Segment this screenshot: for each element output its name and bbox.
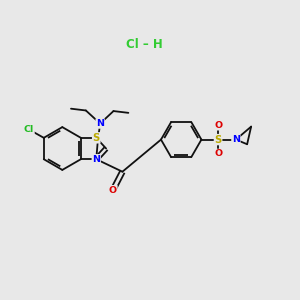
Text: N: N	[96, 119, 104, 128]
Text: N: N	[232, 135, 240, 144]
Text: N: N	[92, 155, 100, 164]
Text: Cl: Cl	[24, 125, 34, 134]
Text: O: O	[109, 186, 117, 195]
Text: S: S	[93, 133, 100, 143]
Text: Cl – H: Cl – H	[126, 38, 162, 51]
Text: O: O	[214, 121, 222, 130]
Text: S: S	[214, 135, 222, 145]
Text: O: O	[214, 149, 222, 158]
